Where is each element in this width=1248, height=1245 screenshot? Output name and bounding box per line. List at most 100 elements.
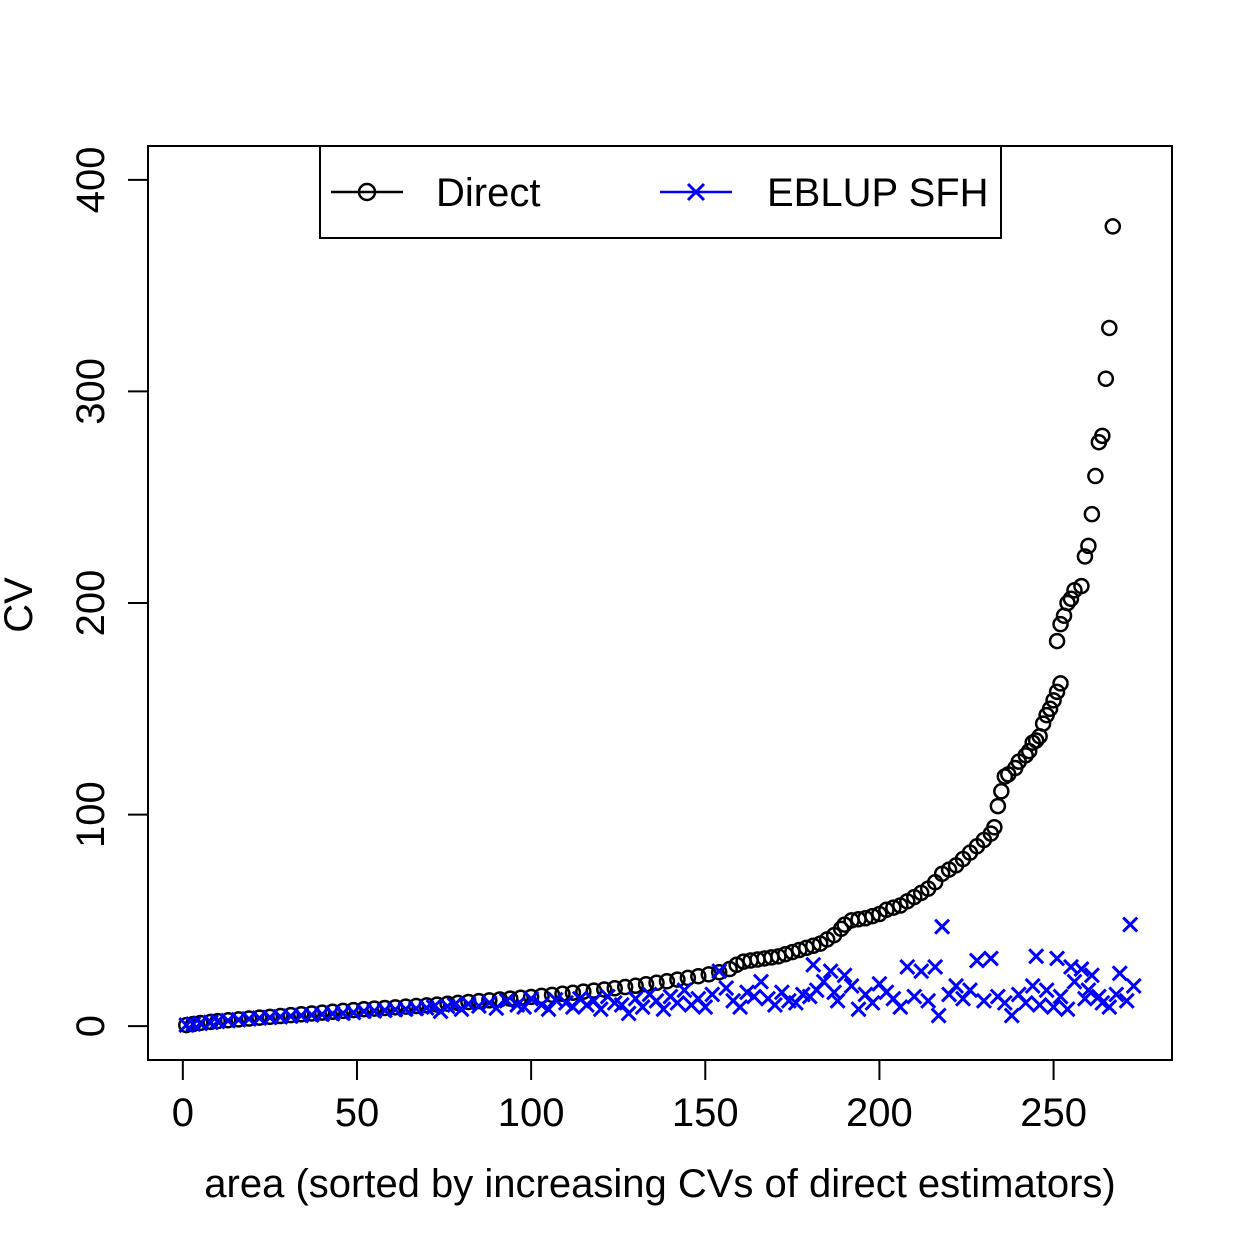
data-point-eblup-sfh (829, 992, 846, 1009)
plot-frame (147, 145, 1173, 1061)
data-point-direct (1027, 732, 1045, 749)
data-point-direct (1059, 594, 1076, 612)
data-point-eblup-sfh (745, 988, 763, 1005)
data-point-direct (1041, 700, 1059, 718)
data-point-direct (230, 1011, 247, 1028)
x-tick-label: 200 (846, 1091, 913, 1135)
legend-cross-marker (686, 182, 706, 202)
data-point-eblup-sfh (1101, 999, 1118, 1016)
data-point-eblup-sfh (1111, 965, 1128, 982)
data-point-direct (1048, 683, 1066, 701)
legend-label-direct: Direct (436, 171, 540, 215)
data-point-direct (1101, 319, 1118, 337)
data-point-eblup-sfh (488, 1000, 505, 1017)
data-point-eblup-sfh (1017, 994, 1034, 1011)
data-point-eblup-sfh (906, 988, 923, 1005)
data-point-eblup-sfh (1073, 960, 1090, 978)
data-point-direct (805, 937, 822, 954)
legend-label-eblup-sfh: EBLUP SFH (767, 171, 989, 215)
data-point-direct (658, 973, 676, 990)
y-tick-label: 0 (69, 1015, 113, 1037)
data-point-eblup-sfh (1038, 982, 1055, 999)
legend: Direct EBLUP SFH (319, 145, 1002, 239)
data-point-direct (522, 988, 540, 1006)
data-point-direct (1083, 505, 1101, 523)
data-point-eblup-sfh (996, 994, 1013, 1011)
series-eblup-sfh (178, 916, 1142, 1034)
data-point-eblup-sfh (836, 967, 853, 984)
y-tick-label: 400 (69, 146, 113, 213)
data-point-direct (219, 1011, 237, 1029)
legend-circle-marker (357, 182, 377, 202)
data-point-eblup-sfh (697, 999, 714, 1016)
data-point-eblup-sfh (1122, 916, 1139, 933)
data-point-eblup-sfh (1066, 973, 1083, 990)
x-axis: 0 50 100 150 200 250 (172, 1059, 1087, 1135)
data-point-eblup-sfh (669, 994, 686, 1011)
data-point-eblup-sfh (655, 1001, 672, 1018)
data-point-direct (564, 984, 582, 1001)
data-point-eblup-sfh (920, 992, 937, 1009)
data-point-direct (261, 1008, 279, 1026)
data-point-eblup-sfh (1045, 999, 1062, 1016)
data-point-eblup-sfh (934, 918, 951, 935)
data-point-direct (1034, 715, 1052, 732)
data-point-eblup-sfh (523, 990, 540, 1007)
data-point-eblup-sfh (732, 999, 749, 1016)
data-point-eblup-sfh (1003, 1007, 1020, 1024)
data-point-eblup-sfh (1108, 986, 1125, 1003)
data-point-direct (481, 992, 498, 1009)
data-point-direct (1062, 590, 1080, 608)
data-point-eblup-sfh (1024, 977, 1041, 995)
data-point-direct (251, 1009, 268, 1026)
data-point-direct (710, 963, 728, 981)
data-point-direct (669, 971, 686, 988)
data-point-eblup-sfh (1076, 990, 1093, 1007)
data-point-direct (1097, 370, 1115, 387)
data-point-direct (1052, 675, 1069, 692)
data-point-eblup-sfh (1118, 992, 1135, 1009)
data-point-eblup-sfh (1028, 948, 1045, 965)
data-point-eblup-sfh (947, 977, 965, 995)
legend-item-direct: Direct (331, 171, 540, 215)
data-point-direct (1104, 218, 1122, 235)
data-point-eblup-sfh (1125, 977, 1142, 995)
data-point-direct (1052, 615, 1069, 633)
data-point-direct (986, 819, 1003, 836)
data-point-direct (1017, 747, 1034, 764)
legend-item-eblup-sfh: EBLUP SFH (660, 171, 989, 215)
data-point-eblup-sfh (634, 999, 651, 1016)
data-point-direct (1045, 692, 1062, 709)
data-point-eblup-sfh (498, 992, 515, 1009)
data-point-eblup-sfh (1031, 996, 1048, 1014)
data-point-eblup-sfh (927, 958, 944, 975)
data-point-direct (1080, 537, 1097, 555)
data-point-eblup-sfh (892, 999, 909, 1016)
y-tick-label: 100 (69, 781, 113, 848)
data-point-eblup-sfh (620, 1005, 637, 1022)
data-point-direct (1076, 548, 1094, 565)
data-point-direct (627, 977, 644, 994)
x-tick-label: 150 (672, 1091, 739, 1135)
data-point-eblup-sfh (968, 952, 986, 969)
data-point-eblup-sfh (1048, 950, 1066, 967)
data-point-eblup-sfh (975, 992, 992, 1009)
data-point-eblup-sfh (899, 958, 916, 975)
data-point-direct (1094, 427, 1111, 445)
data-point-direct (864, 907, 881, 925)
series-layer (178, 218, 1142, 1034)
data-point-eblup-sfh (1080, 982, 1097, 999)
data-point-eblup-sfh (826, 984, 843, 1001)
data-point-eblup-sfh (704, 986, 721, 1003)
data-point-eblup-sfh (822, 963, 839, 980)
data-point-direct (885, 899, 902, 916)
data-point-eblup-sfh (592, 1001, 609, 1018)
data-point-eblup-sfh (1083, 967, 1100, 984)
data-point-eblup-sfh (766, 996, 783, 1014)
x-tick-label: 50 (335, 1091, 380, 1135)
data-point-direct (606, 980, 623, 997)
y-axis-title: CV (0, 577, 41, 633)
series-direct (178, 218, 1122, 1034)
data-point-direct (690, 967, 707, 985)
data-point-direct (1073, 577, 1090, 595)
